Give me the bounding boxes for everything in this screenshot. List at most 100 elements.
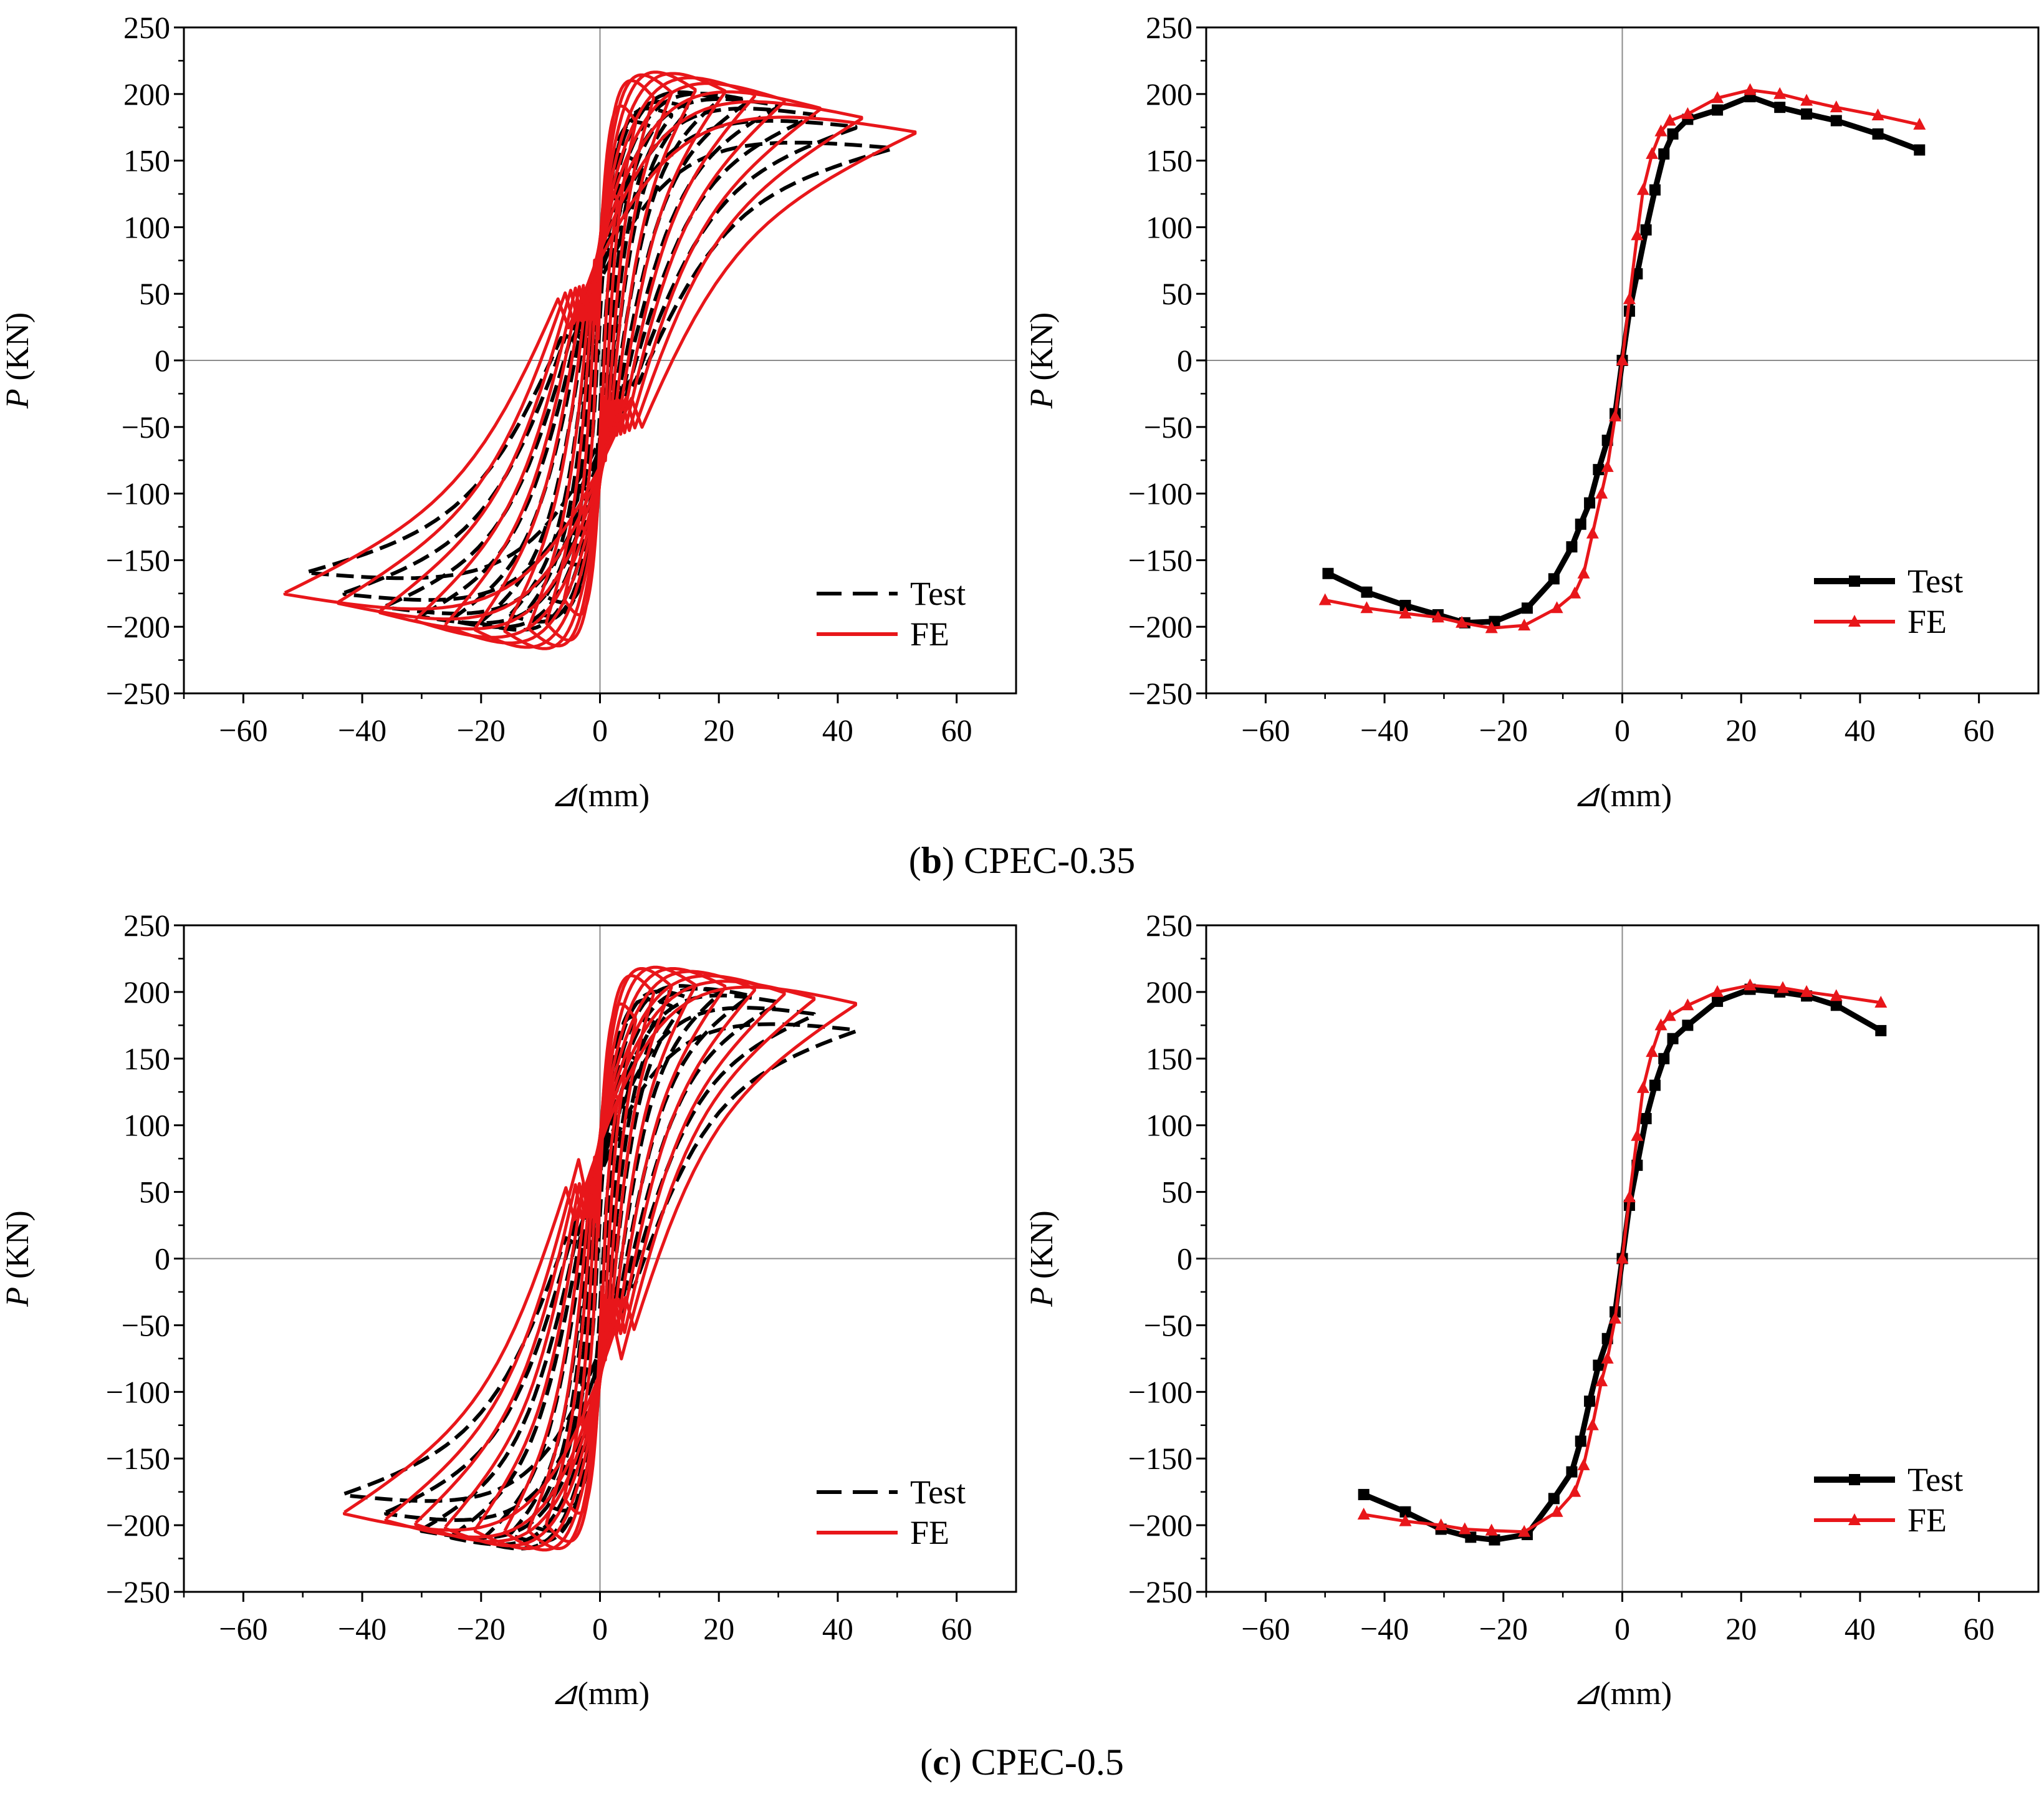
caption-c-letter: c [933, 1742, 949, 1783]
y-tick-label: −50 [122, 1308, 170, 1342]
y-axis-symbol: P [0, 388, 36, 409]
y-tick-label: 250 [1146, 10, 1192, 45]
y-tick-label: 150 [123, 1041, 170, 1076]
series-fe-point [1595, 1374, 1608, 1387]
x-tick-label: 60 [941, 713, 972, 748]
series-fe-loop [414, 82, 786, 639]
series-fe-point [1518, 1525, 1531, 1537]
caption-c: (c) CPEC-0.5 [920, 1742, 1124, 1783]
series-fe-point [1586, 1418, 1599, 1430]
y-tick-label: 50 [1161, 276, 1192, 311]
plot-area [1357, 978, 1888, 1546]
x-axis-unit: (mm) [1600, 778, 1672, 814]
x-tick-label: −40 [338, 1611, 386, 1646]
series-test-point [1682, 1019, 1694, 1031]
series-test-point [1566, 541, 1578, 553]
series-fe-point [1631, 1129, 1644, 1141]
legend-label: FE [910, 1514, 949, 1551]
series-fe-point [1458, 1522, 1471, 1534]
series-test-point [1575, 1435, 1586, 1447]
x-tick-label: 60 [941, 1611, 972, 1646]
y-tick-label: 0 [155, 343, 170, 378]
series-fe-loop [545, 974, 655, 1543]
y-tick-label: −200 [106, 609, 170, 644]
y-tick-label: 100 [1146, 210, 1192, 244]
series-fe-loop [527, 967, 673, 1550]
series-test-point [1584, 497, 1596, 509]
series-fe-point [1646, 1045, 1659, 1057]
series-test-point [1548, 573, 1560, 585]
y-tick-label: −50 [1144, 1308, 1192, 1342]
x-tick-label: 40 [1845, 1611, 1876, 1646]
series-test-point [1322, 567, 1334, 579]
series-fe-point [1913, 117, 1926, 130]
x-axis-symbol: ⊿ [550, 1676, 578, 1712]
series-test-point [1658, 148, 1670, 160]
legend-label: Test [1907, 1461, 1963, 1498]
y-tick-label: 200 [123, 77, 170, 112]
series-fe-point [1399, 1514, 1412, 1526]
series-fe-loop [444, 76, 756, 645]
series-fe-point [1636, 183, 1649, 195]
y-tick-label: 150 [1146, 1041, 1192, 1076]
x-axis-symbol: ⊿ [550, 778, 578, 814]
x-tick-label: 0 [592, 1611, 608, 1646]
series-test-point [1358, 1488, 1370, 1500]
series-fe-point [1711, 985, 1724, 997]
x-tick-label: −20 [457, 1611, 506, 1646]
y-axis-unit: (KN) [1024, 312, 1060, 389]
y-tick-label: −100 [106, 476, 170, 511]
legend-marker [1849, 1474, 1860, 1485]
series-fe-point [1518, 619, 1531, 631]
legend-label: Test [910, 575, 966, 612]
series-fe-point [1360, 601, 1373, 614]
series-fe-loop [343, 985, 857, 1532]
series-fe-loop [545, 79, 655, 642]
legend-marker [1848, 1513, 1861, 1525]
series-test-loop [384, 1006, 816, 1522]
series-fe-point [1318, 593, 1331, 605]
x-axis-symbol: ⊿ [1573, 778, 1600, 814]
y-axis-title: P (KN) [0, 1210, 36, 1308]
series-test-point [1774, 102, 1786, 113]
y-tick-label: −250 [106, 1574, 170, 1609]
legend-label: FE [910, 615, 949, 653]
series-test-point [1872, 128, 1884, 140]
y-tick-label: −150 [1128, 542, 1192, 577]
series-test-point [1801, 108, 1813, 120]
x-tick-label: −60 [1241, 1611, 1290, 1646]
x-tick-label: −40 [1360, 713, 1409, 748]
x-tick-label: 60 [1964, 1611, 1995, 1646]
x-axis-symbol: ⊿ [1573, 1676, 1600, 1712]
y-axis-unit: (KN) [0, 1210, 36, 1287]
y-tick-label: 0 [1177, 343, 1192, 378]
x-tick-label: 0 [1615, 713, 1630, 748]
x-axis-unit: (mm) [578, 1676, 650, 1712]
legend-entry-fe: FE [1814, 603, 1947, 640]
series-fe-point [1830, 989, 1843, 1001]
series-fe-point [1568, 1485, 1581, 1497]
y-axis-title: P (KN) [1024, 1210, 1060, 1308]
x-axis-title: ⊿(mm) [1573, 1676, 1672, 1712]
y-tick-label: −250 [1128, 676, 1192, 711]
x-tick-label: 20 [1725, 713, 1757, 748]
series-fe-point [1616, 1251, 1629, 1264]
series-fe-point [1550, 601, 1563, 614]
y-tick-label: −100 [106, 1374, 170, 1409]
series-test-point [1658, 1053, 1670, 1064]
y-tick-label: 250 [1146, 908, 1192, 943]
series-fe-point [1616, 354, 1629, 365]
series-fe-point [1711, 91, 1724, 104]
series-fe-point [1830, 100, 1843, 113]
x-tick-label: 20 [703, 1611, 734, 1646]
legend-label: FE [1907, 1501, 1947, 1539]
series-fe-point [1800, 94, 1813, 106]
series-test-point [1521, 602, 1533, 614]
y-axis-symbol: P [0, 1287, 36, 1308]
y-tick-label: −200 [1128, 609, 1192, 644]
plot-area [1318, 83, 1926, 634]
x-tick-label: 40 [822, 1611, 853, 1646]
series-test-loop [509, 989, 691, 1544]
x-tick-label: −60 [219, 1611, 267, 1646]
